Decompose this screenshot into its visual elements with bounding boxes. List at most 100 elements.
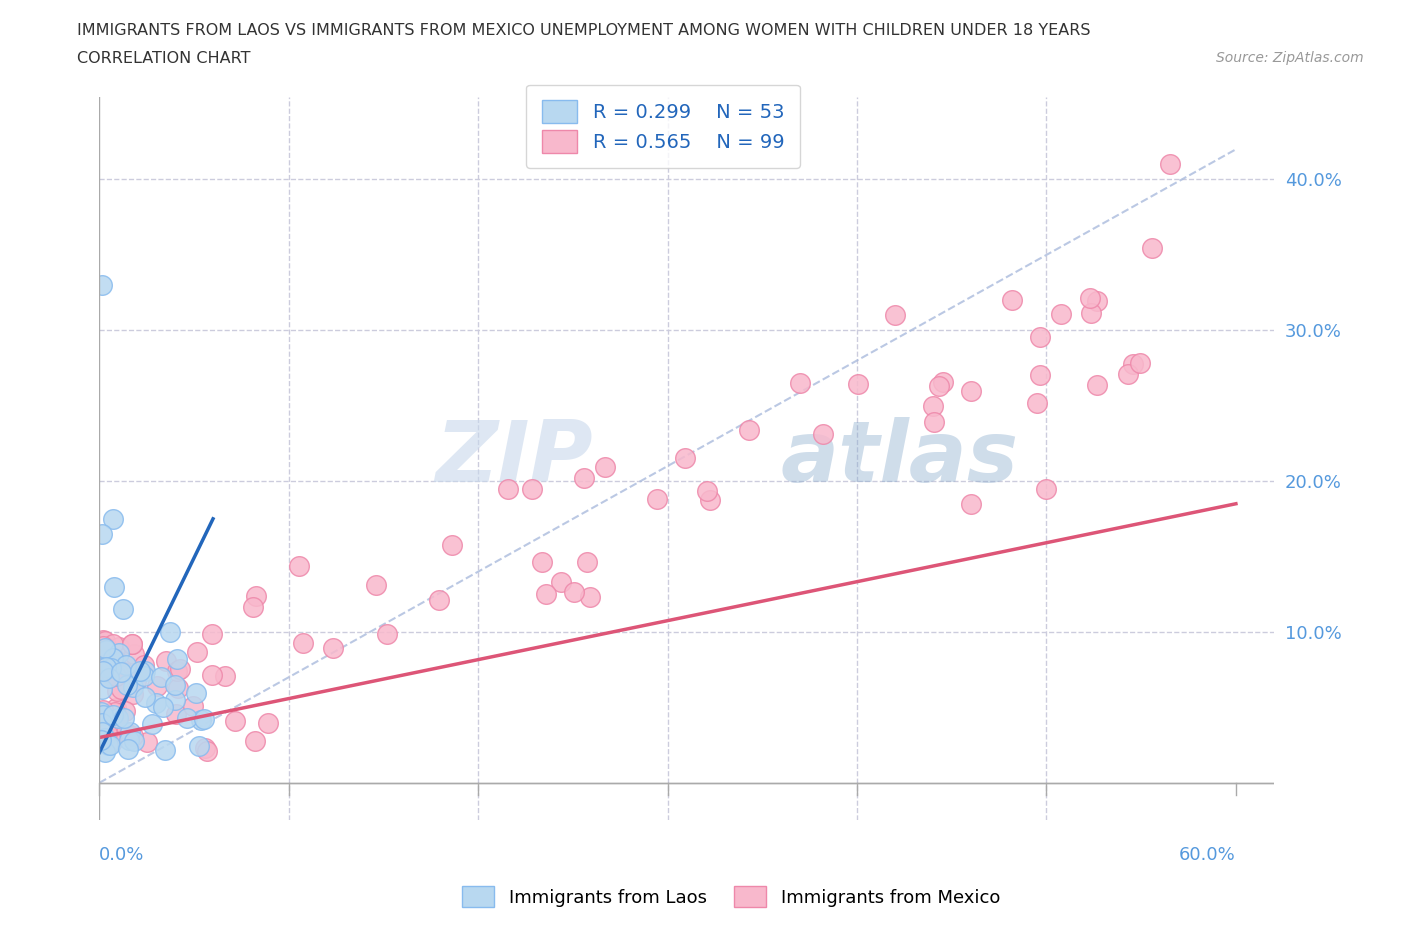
Point (176, 711, 198, 725)
Point (117, 742, 139, 757)
Point (813, 426, 835, 441)
Point (108, 639, 131, 654)
Point (520, 482, 543, 497)
Point (98, 723, 121, 737)
Point (134, 668, 156, 683)
Point (214, 669, 236, 684)
Point (245, 589, 267, 604)
Point (121, 636, 143, 651)
Point (673, 451, 696, 466)
Point (579, 590, 602, 604)
Point (90, 736, 112, 751)
Text: CORRELATION CHART: CORRELATION CHART (77, 51, 250, 66)
Point (1078, 290, 1101, 305)
Point (846, 377, 869, 392)
Point (91, 715, 114, 730)
Point (93, 641, 115, 656)
Point (146, 678, 169, 693)
Point (122, 646, 145, 661)
Point (114, 724, 136, 739)
Point (186, 644, 208, 659)
Point (165, 678, 187, 693)
Point (184, 686, 207, 701)
Point (789, 376, 811, 391)
Point (145, 696, 167, 711)
Point (322, 641, 344, 656)
Point (959, 497, 981, 512)
Point (94, 718, 117, 733)
Point (91, 708, 114, 723)
Text: 60.0%: 60.0% (1180, 846, 1236, 864)
Point (1029, 367, 1052, 382)
Point (194, 740, 217, 755)
Point (90, 724, 112, 739)
Point (100, 716, 122, 731)
Point (181, 698, 204, 713)
Point (375, 627, 398, 642)
Point (100, 660, 122, 675)
Point (98, 737, 121, 752)
Point (1116, 366, 1139, 381)
Point (153, 742, 176, 757)
Point (103, 512, 125, 526)
Point (96, 659, 118, 674)
Point (166, 663, 188, 678)
Legend: Immigrants from Laos, Immigrants from Mexico: Immigrants from Laos, Immigrants from Me… (453, 877, 1010, 916)
Point (96, 725, 118, 740)
Point (169, 662, 191, 677)
Point (115, 678, 138, 693)
Point (1035, 481, 1057, 496)
Point (104, 651, 127, 666)
Point (110, 665, 132, 680)
Point (112, 664, 135, 679)
Point (1085, 293, 1108, 308)
Point (188, 738, 211, 753)
Point (121, 637, 143, 652)
Point (1080, 305, 1102, 320)
Text: IMMIGRANTS FROM LAOS VS IMMIGRANTS FROM MEXICO UNEMPLOYMENT AMONG WOMEN WITH CHI: IMMIGRANTS FROM LAOS VS IMMIGRANTS FROM … (77, 23, 1091, 38)
Point (108, 646, 131, 661)
Point (91, 664, 114, 679)
Point (257, 716, 280, 731)
Point (201, 626, 224, 641)
Point (90, 733, 112, 748)
Point (550, 575, 572, 590)
Point (104, 704, 127, 719)
Point (427, 592, 450, 607)
Point (125, 674, 148, 689)
Point (1129, 355, 1152, 370)
Point (1029, 330, 1052, 345)
Point (159, 625, 181, 640)
Point (647, 491, 669, 506)
Point (107, 666, 129, 681)
Point (534, 587, 557, 602)
Point (166, 652, 188, 667)
Point (121, 680, 143, 695)
Point (1140, 241, 1163, 256)
Point (135, 735, 157, 750)
Point (291, 635, 314, 650)
Point (100, 668, 122, 683)
Point (884, 308, 907, 323)
Point (576, 554, 599, 569)
Point (1026, 396, 1049, 411)
Point (928, 379, 950, 393)
Point (190, 712, 212, 727)
Point (201, 668, 224, 683)
Point (166, 681, 188, 696)
Point (96, 643, 118, 658)
Point (94, 730, 117, 745)
Point (129, 664, 152, 679)
Legend: R = 0.299    N = 53, R = 0.565    N = 99: R = 0.299 N = 53, R = 0.565 N = 99 (526, 85, 800, 168)
Point (931, 375, 953, 390)
Point (593, 459, 616, 474)
Point (91, 632, 114, 647)
Text: Source: ZipAtlas.com: Source: ZipAtlas.com (1216, 51, 1364, 65)
Point (195, 743, 218, 758)
Point (141, 716, 163, 731)
Point (132, 658, 155, 672)
Point (101, 637, 124, 652)
Point (91, 703, 114, 718)
Point (1001, 293, 1024, 308)
Point (1122, 356, 1144, 371)
